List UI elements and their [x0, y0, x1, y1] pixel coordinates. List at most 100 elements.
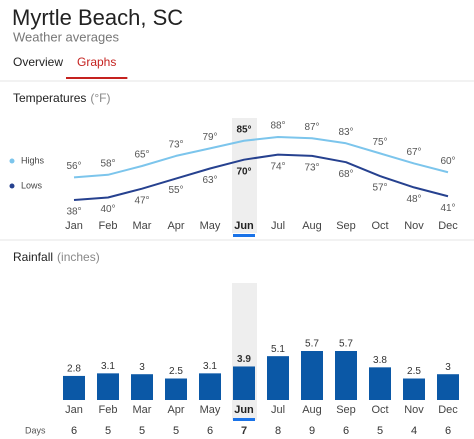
- section-unit: (°F): [90, 91, 110, 105]
- value-label: 70°: [236, 166, 251, 177]
- value-label: 55°: [168, 185, 183, 196]
- days-value: 8: [275, 425, 281, 437]
- temperature-line: [73, 136, 449, 179]
- days-value: 6: [207, 425, 213, 437]
- value-label: 79°: [202, 132, 217, 143]
- days-value: 6: [71, 425, 77, 437]
- month-underline: [233, 418, 255, 421]
- month-label: May: [200, 220, 221, 232]
- bar: [131, 374, 153, 400]
- month-label: Mar: [133, 220, 152, 232]
- bar: [233, 366, 255, 400]
- month-label: May: [200, 404, 221, 416]
- value-label: 3.9: [237, 354, 251, 365]
- temperature-line: [73, 153, 449, 201]
- value-label: 56°: [66, 161, 81, 172]
- value-label: 75°: [372, 137, 387, 148]
- highlight-column: [232, 118, 257, 233]
- value-label: 3: [139, 362, 145, 373]
- month-label: Apr: [167, 404, 184, 416]
- value-label: 48°: [406, 194, 421, 205]
- value-label: 47°: [134, 195, 149, 206]
- tab-underline: [66, 77, 128, 79]
- legend-swatch: [9, 158, 15, 164]
- days-value: 5: [377, 425, 383, 437]
- legend-label: Highs: [21, 155, 45, 165]
- days-value: 7: [241, 425, 247, 437]
- month-label: Jul: [271, 404, 285, 416]
- month-underline: [233, 234, 255, 237]
- month-label: Jan: [65, 404, 83, 416]
- value-label: 2.5: [407, 366, 421, 377]
- subtitle: Weather averages: [13, 29, 119, 44]
- month-label: Feb: [99, 404, 118, 416]
- value-label: 57°: [372, 183, 387, 194]
- bar: [97, 373, 119, 400]
- days-value: 9: [309, 425, 315, 437]
- month-label: Feb: [99, 220, 118, 232]
- days-value: 6: [343, 425, 349, 437]
- month-label: Sep: [336, 220, 356, 232]
- value-label: 40°: [100, 204, 115, 215]
- value-label: 65°: [134, 150, 149, 161]
- value-label: 41°: [440, 203, 455, 214]
- tab[interactable]: Overview: [13, 55, 63, 69]
- value-label: 5.1: [271, 344, 285, 355]
- bar: [63, 375, 85, 400]
- value-label: 60°: [440, 156, 455, 167]
- value-label: 88°: [270, 121, 285, 132]
- value-label: 3.8: [373, 355, 387, 366]
- month-label: Aug: [302, 220, 322, 232]
- section-title: Rainfall: [13, 250, 53, 264]
- month-label: Nov: [404, 220, 424, 232]
- bar: [301, 351, 323, 400]
- value-label: 58°: [100, 158, 115, 169]
- value-label: 73°: [168, 140, 183, 151]
- month-label: Oct: [371, 404, 388, 416]
- value-label: 38°: [66, 207, 81, 218]
- days-value: 5: [139, 425, 145, 437]
- section-unit: (inches): [57, 250, 100, 264]
- month-label: Jun: [234, 220, 254, 232]
- value-label: 63°: [202, 175, 217, 186]
- value-label: 85°: [236, 124, 251, 135]
- month-label: Oct: [371, 220, 388, 232]
- tab[interactable]: Graphs: [77, 55, 116, 69]
- month-label: Jan: [65, 220, 83, 232]
- month-label: Sep: [336, 404, 356, 416]
- value-label: 87°: [304, 122, 319, 133]
- month-label: Apr: [167, 220, 184, 232]
- month-label: Jul: [271, 220, 285, 232]
- title: Myrtle Beach, SC: [12, 5, 183, 30]
- bar: [369, 367, 391, 400]
- bar: [335, 351, 357, 400]
- days-label: Days: [25, 425, 46, 435]
- month-label: Dec: [438, 220, 458, 232]
- value-label: 3.1: [101, 361, 115, 372]
- bar: [437, 374, 459, 400]
- month-label: Nov: [404, 404, 424, 416]
- month-label: Jun: [234, 404, 254, 416]
- value-label: 2.8: [67, 364, 81, 375]
- legend-label: Lows: [21, 180, 43, 190]
- legend-swatch: [9, 183, 15, 189]
- value-label: 74°: [270, 161, 285, 172]
- month-label: Dec: [438, 404, 458, 416]
- month-label: Mar: [133, 404, 152, 416]
- value-label: 2.5: [169, 366, 183, 377]
- bar: [267, 356, 289, 400]
- value-label: 67°: [406, 147, 421, 158]
- value-label: 73°: [304, 163, 319, 174]
- bar: [403, 378, 425, 400]
- days-value: 6: [445, 425, 451, 437]
- value-label: 3: [445, 362, 451, 373]
- days-value: 5: [105, 425, 111, 437]
- value-label: 5.7: [305, 339, 319, 350]
- bar: [199, 373, 221, 400]
- days-value: 4: [411, 425, 417, 437]
- days-value: 5: [173, 425, 179, 437]
- value-label: 68°: [338, 169, 353, 180]
- value-label: 3.1: [203, 361, 217, 372]
